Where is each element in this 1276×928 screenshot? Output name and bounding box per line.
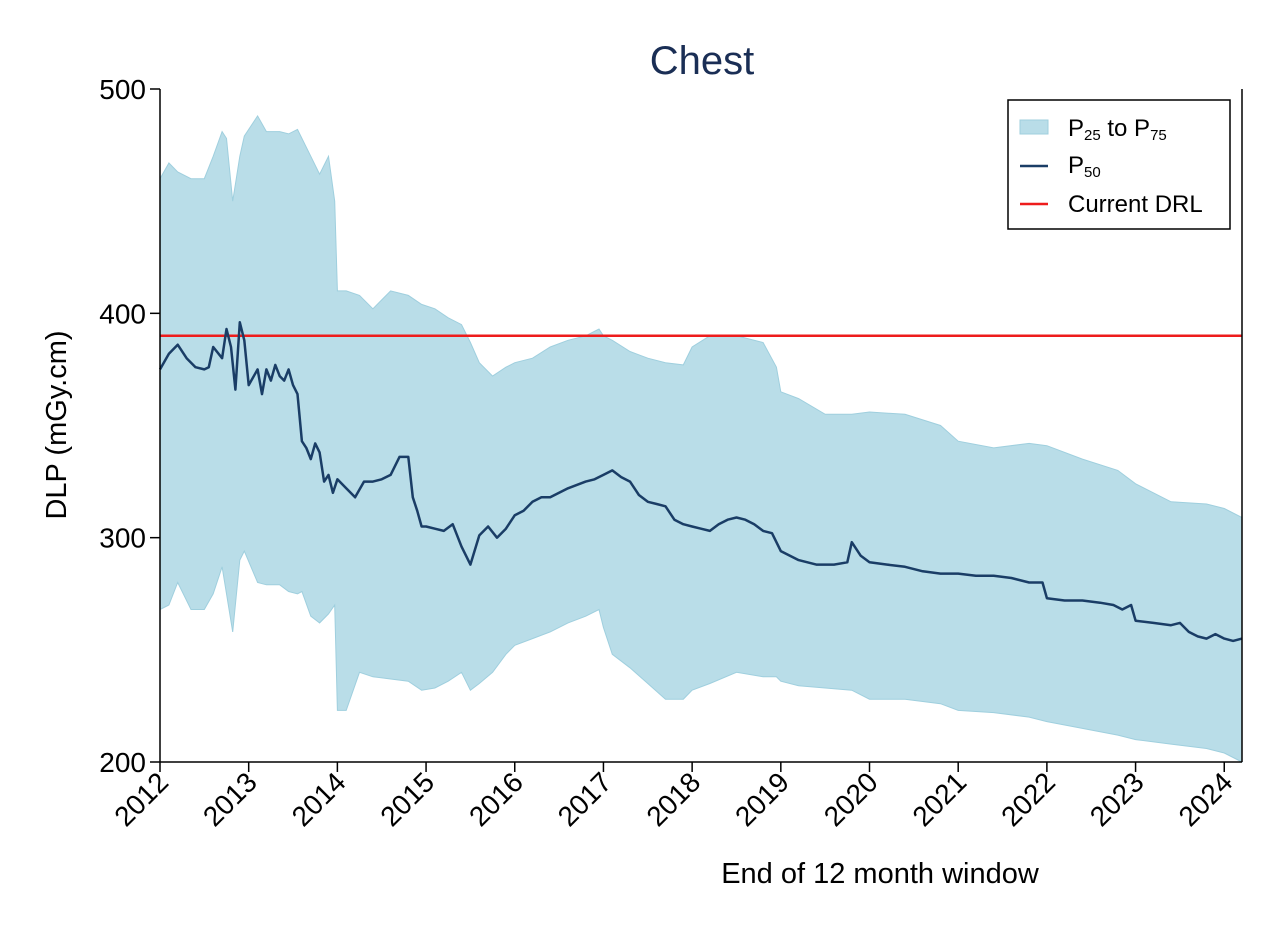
x-tick-label: 2023: [1084, 766, 1150, 832]
x-tick-label: 2024: [1173, 766, 1239, 832]
x-tick-label: 2014: [286, 766, 352, 832]
y-tick-label: 300: [99, 523, 146, 554]
x-ticks: 2012 2013 2014 2015 2016 2017 2018 2019 2020 2021…: [108, 762, 1239, 832]
x-tick-label: 2016: [463, 766, 529, 832]
legend-p50-sub: 50: [1084, 164, 1101, 181]
legend-band-sub1: 25: [1084, 127, 1101, 144]
y-tick-label: 500: [99, 74, 146, 105]
y-tick-label: 200: [99, 747, 146, 778]
legend: P25 to P75 P50 Current DRL: [1007, 99, 1231, 230]
y-tick-label: 400: [99, 298, 146, 329]
legend-band-p1: P: [1068, 115, 1084, 142]
x-tick-label: 2018: [640, 766, 706, 832]
legend-p50-p: P: [1068, 152, 1084, 179]
x-tick-label: 2015: [374, 766, 440, 832]
p50-line: [158, 321, 1243, 643]
legend-band-swatch: [1019, 119, 1049, 135]
legend-item-band: P25 to P75: [1068, 115, 1167, 144]
x-tick-label: 2017: [552, 766, 618, 832]
legend-item-drl: Current DRL: [1068, 191, 1203, 218]
x-tick-label: 2022: [995, 766, 1061, 832]
x-tick-label: 2020: [818, 766, 884, 832]
legend-item-p50: P50: [1068, 152, 1101, 181]
legend-band-sub2: 75: [1150, 127, 1167, 144]
x-tick-label: 2021: [906, 766, 972, 832]
x-tick-label: 2019: [729, 766, 795, 832]
x-axis-label: End of 12 month window: [721, 858, 1040, 890]
y-axis-label: DLP (mGy.cm): [41, 330, 73, 519]
x-tick-label: 2013: [197, 766, 263, 832]
legend-band-mid: to P: [1101, 115, 1150, 142]
chart-title: Chest: [650, 39, 755, 83]
y-ticks: 200 300 400 500: [99, 74, 160, 778]
plot-area: [158, 114, 1243, 763]
